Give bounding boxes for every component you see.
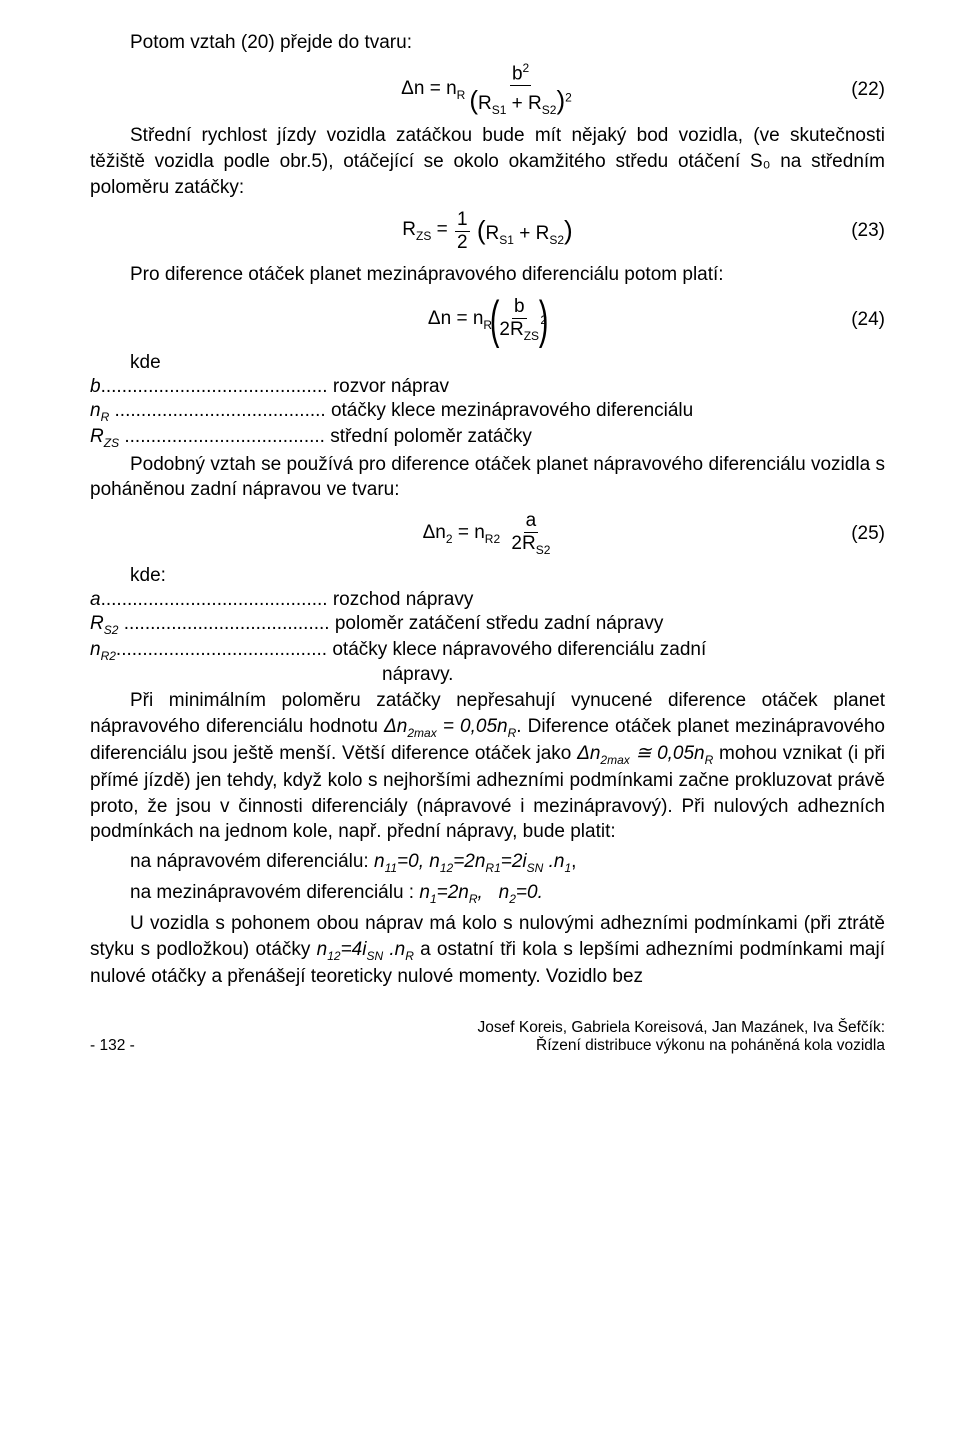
equation-22-number: (22) (851, 79, 885, 101)
label-kde-1: kde (130, 352, 885, 374)
definition-nR2-line1: nR2.....................................… (90, 639, 885, 663)
footer-title: Řízení distribuce výkonu na poháněná kol… (478, 1037, 886, 1055)
equation-25-body: Δn2 = nR2 a 2RS2 (423, 510, 553, 557)
equation-25: Δn2 = nR2 a 2RS2 (25) (90, 509, 885, 559)
definition-nR2-line2: nápravy. (90, 664, 885, 686)
paragraph-8: U vozidla s pohonem obou náprav má kolo … (90, 911, 885, 989)
equation-24: Δn = nR ( b 2RZS ) 2 (24) (90, 294, 885, 346)
paragraph-7: na mezinápravovém diferenciálu : n1=2nR,… (90, 880, 885, 907)
definition-a: a.......................................… (90, 589, 885, 611)
paragraph-6: na nápravovém diferenciálu: n11=0, n12=2… (90, 849, 885, 876)
definition-RS2: RS2 ....................................… (90, 613, 885, 637)
equation-22-body: Δn = nR b2 (RS1 + RS2)2 (401, 62, 574, 118)
footer-page-number: - 132 - (90, 1037, 135, 1055)
paragraph-3: Pro diference otáček planet mezinápravov… (90, 262, 885, 288)
paragraph-2: Střední rychlost jízdy vozidla zatáčkou … (90, 123, 885, 200)
definition-b: b.......................................… (90, 376, 885, 398)
equation-23: RZS = 12 (RS1 + RS2) (23) (90, 206, 885, 256)
definition-nR: nR .....................................… (90, 400, 885, 424)
label-kde-2: kde: (130, 565, 885, 587)
equation-25-number: (25) (851, 523, 885, 545)
equation-23-number: (23) (851, 220, 885, 242)
definition-RZS: RZS ....................................… (90, 426, 885, 450)
page-container: Potom vztah (20) přejde do tvaru: Δn = n… (0, 0, 960, 1445)
paragraph-5: Při minimálním poloměru zatáčky nepřesah… (90, 688, 885, 845)
footer-authors: Josef Koreis, Gabriela Koreisová, Jan Ma… (478, 1019, 886, 1037)
page-footer: - 132 - Josef Koreis, Gabriela Koreisová… (90, 1019, 885, 1055)
footer-credits: Josef Koreis, Gabriela Koreisová, Jan Ma… (478, 1019, 886, 1055)
equation-24-body: Δn = nR ( b 2RZS ) 2 (428, 294, 547, 346)
equation-24-number: (24) (851, 309, 885, 331)
equation-23-body: RZS = 12 (RS1 + RS2) (402, 209, 572, 254)
paragraph-1: Potom vztah (20) přejde do tvaru: (90, 30, 885, 56)
paragraph-4: Podobný vztah se používá pro diference o… (90, 452, 885, 503)
equation-22: Δn = nR b2 (RS1 + RS2)2 (22) (90, 62, 885, 118)
